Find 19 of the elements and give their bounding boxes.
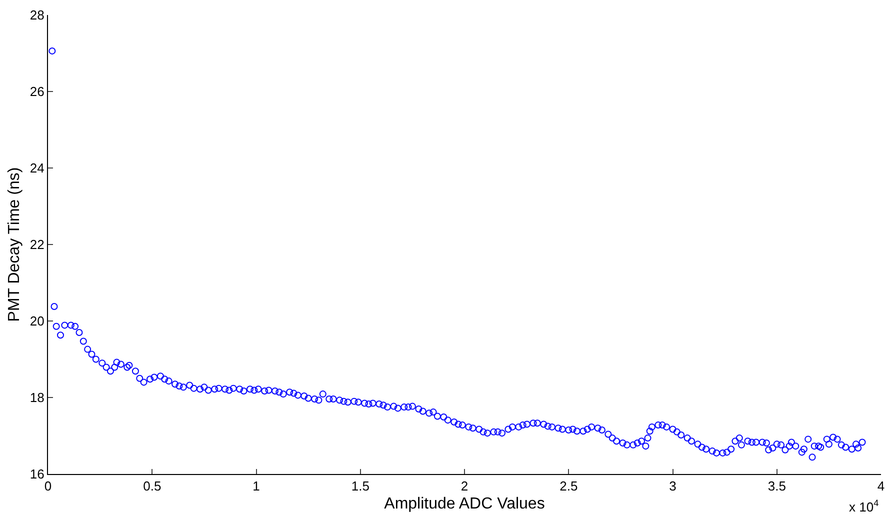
- y-tick-label: 28: [30, 8, 44, 23]
- x-tick-label: 2.5: [560, 478, 578, 494]
- x-tick-label: 2: [460, 478, 468, 494]
- y-tick-label: 16: [30, 466, 44, 482]
- x-tick-label: 0.5: [143, 478, 162, 494]
- x-tick-label: 0: [44, 478, 52, 494]
- x-tick-label: 3: [669, 478, 676, 494]
- y-tick-label: 24: [30, 160, 44, 176]
- y-tick-label: 20: [30, 314, 44, 329]
- y-tick-label: 26: [30, 84, 44, 100]
- x-tick-label: 4: [877, 478, 885, 494]
- text: x 10$^{4}$: [849, 498, 879, 514]
- y-axis-title: PMT Decay Time (ns): [6, 167, 23, 322]
- x-tick-label: 1: [252, 478, 260, 494]
- y-tick-label: 18: [30, 390, 44, 406]
- x-tick-label: 3.5: [768, 478, 786, 494]
- x-tick-label: 1.5: [351, 478, 370, 494]
- y-tick-label: 22: [30, 237, 44, 252]
- x-axis-title: Amplitude ADC Values: [384, 495, 545, 512]
